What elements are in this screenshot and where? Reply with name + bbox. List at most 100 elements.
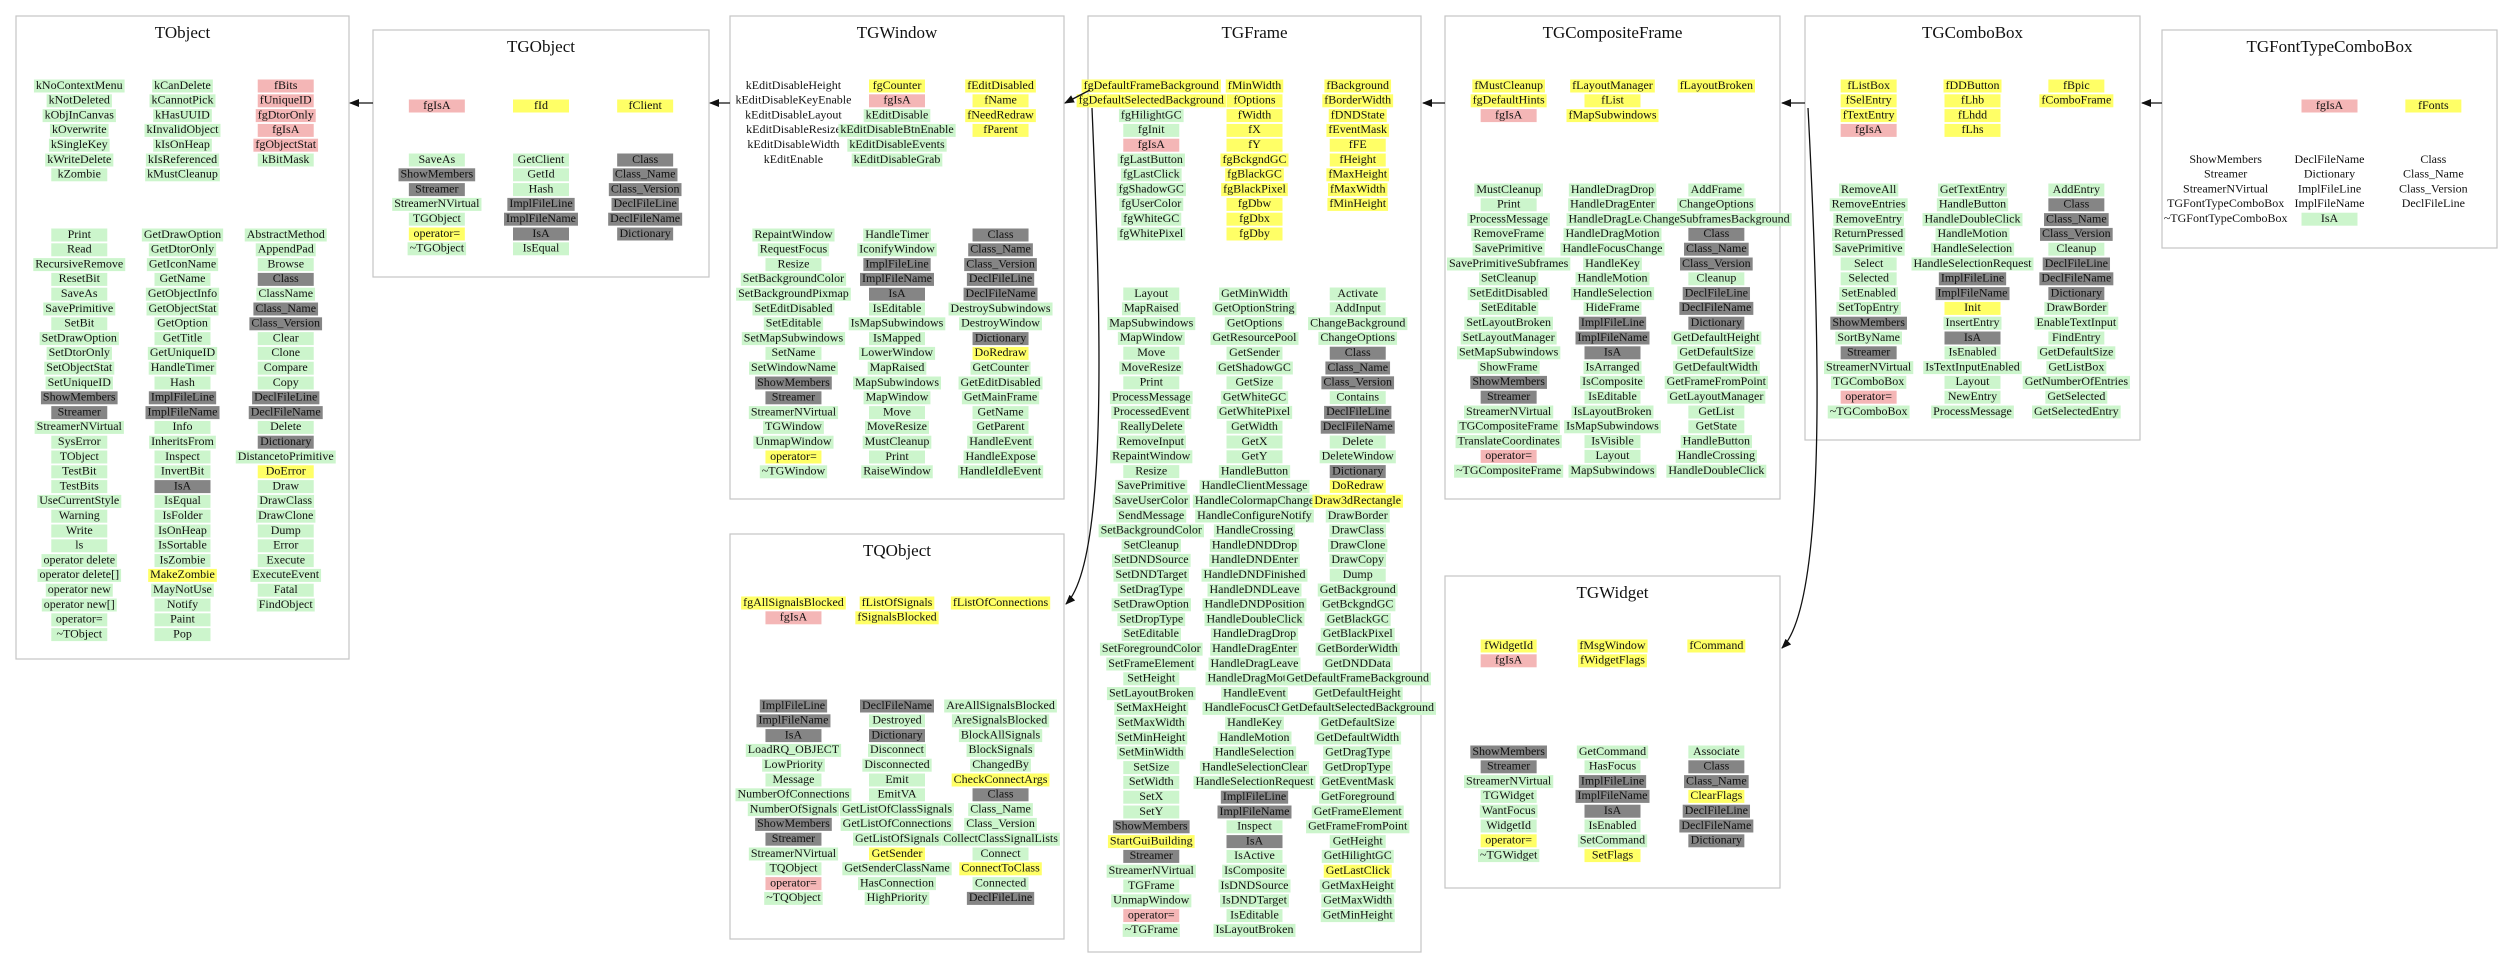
item-label: RemoveEntries [1832, 197, 1906, 211]
method: IsMapped [869, 330, 925, 346]
method: CollectClassSignalLists [941, 831, 1060, 846]
item-highlight [1677, 198, 1756, 212]
item-label: GetObjectStat [149, 301, 218, 315]
method: SetBackgroundPixmap [736, 286, 851, 301]
method: GetIconName [146, 256, 219, 272]
item-label: TGCompositeFrame [1459, 419, 1558, 433]
item-label: Streamer [415, 181, 458, 195]
item-label: Compare [264, 360, 308, 374]
method: Class_Version [608, 181, 682, 197]
method: GetEventMask [1319, 774, 1396, 789]
item-label: SavePrimitive [1835, 241, 1903, 255]
item-highlight [964, 817, 1037, 831]
item-highlight [1480, 654, 1537, 668]
item-highlight [2048, 79, 2105, 93]
method: SavePrimitiveSubframes [1446, 256, 1571, 271]
item-highlight [869, 332, 925, 346]
data-member: fMaxWidth [1327, 181, 1388, 197]
item-highlight [1226, 123, 1283, 137]
item-label: SetWindowName [751, 360, 836, 374]
method: RemoveFrame [1471, 226, 1546, 241]
method: HandleMotion [1575, 271, 1650, 286]
data-member: kEditDisableKeyEnable [735, 93, 851, 107]
item-highlight [1219, 287, 1290, 301]
item-label: Dictionary [2304, 167, 2355, 181]
item-highlight [1688, 316, 1745, 330]
item-highlight [154, 494, 211, 508]
method: Class [257, 271, 314, 286]
method: SetHeight [1123, 671, 1180, 686]
item-highlight [1225, 716, 1284, 730]
item-highlight [1318, 716, 1397, 730]
item-highlight [51, 628, 108, 642]
item-highlight [1325, 509, 1390, 523]
method: MayNotUse [151, 582, 214, 597]
item-label: GetSelected [2047, 389, 2105, 403]
item-label: SetEditable [1124, 626, 1179, 640]
method: Init [1944, 300, 2001, 315]
item-label: SetDrawOption [42, 330, 117, 344]
item-label: DeclFileLine [2045, 256, 2108, 270]
method: SaveAs [408, 152, 465, 167]
item-label: HighPriority [867, 890, 928, 904]
method: Streamer [765, 390, 822, 405]
item-highlight [748, 406, 839, 420]
item-highlight [764, 891, 823, 905]
item-label: GetIconName [149, 256, 216, 270]
method: ChangeOptions [1677, 197, 1756, 212]
data-member: fMustCleanup [1472, 78, 1545, 93]
item-highlight [148, 361, 217, 375]
data-member: fLayoutBroken [1677, 78, 1756, 93]
item-highlight [1840, 123, 1897, 137]
item-label: HandleDragMotion [1566, 226, 1660, 240]
method: Dictionary [257, 434, 314, 449]
item-highlight [1472, 79, 1545, 93]
item-label: EmitVA [877, 787, 916, 801]
data-member: fFE [1329, 137, 1386, 152]
item-label: GetDefaultFrameBackground [1286, 671, 1429, 685]
item-label: SetEnabled [1841, 285, 1896, 299]
item-label: ConnectToClass [961, 861, 1040, 875]
item-highlight [407, 242, 467, 256]
method: DeclFileLine [966, 271, 1035, 286]
item-highlight [1222, 864, 1287, 878]
item-highlight [51, 435, 108, 449]
item-highlight [154, 272, 211, 286]
data-member: kZombie [51, 167, 108, 182]
data-member: fBorderWidth [1322, 93, 1394, 108]
item-label: Class [273, 271, 299, 285]
item-highlight [1193, 775, 1316, 789]
method: DoRedraw [1329, 478, 1386, 493]
item-highlight [1470, 94, 1547, 108]
item-label: kMustCleanup [147, 167, 218, 181]
method: Emit [869, 772, 925, 787]
item-highlight [1226, 138, 1283, 152]
item-highlight [1922, 213, 2023, 227]
item-highlight [1116, 746, 1186, 760]
method: Class_Name [968, 801, 1033, 817]
method: IsEditable [1584, 389, 1641, 404]
method: HandleMotion [1935, 226, 2010, 241]
method: TestBits [51, 478, 108, 494]
item-label: GetMaxWidth [1323, 893, 1392, 907]
item-label: Layout [1956, 374, 1991, 388]
item-label: ImplFileLine [865, 256, 928, 270]
method: ls [51, 538, 108, 553]
item-highlight [765, 258, 822, 272]
item-label: fBorderWidth [1324, 93, 1391, 107]
item-highlight [617, 227, 674, 241]
item-label: kEditDisableHeight [746, 78, 842, 92]
item-label: ReallyDelete [1120, 419, 1183, 433]
arrow [1065, 107, 1100, 605]
method: ResetBit [51, 271, 108, 286]
method: Info [154, 419, 211, 434]
item-label: fMinHeight [1329, 196, 1386, 210]
item-label: IsEqual [164, 493, 201, 507]
item-label: fgDby [1239, 226, 1270, 240]
item-label: ~TGComboBox [1830, 404, 1908, 418]
item-label: GetDefaultSize [1321, 715, 1395, 729]
item-label: fgIsA [1855, 122, 1883, 136]
method: Resize [765, 256, 822, 272]
item-highlight [840, 803, 954, 817]
item-highlight [1684, 242, 1749, 256]
